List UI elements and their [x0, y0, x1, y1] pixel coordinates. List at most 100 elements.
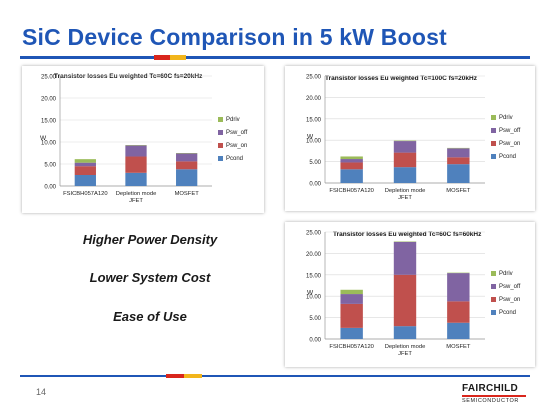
- bar-pcond-fsicbh057a120: [340, 327, 363, 339]
- x-tick-label: FSICBH057A120: [63, 191, 107, 197]
- x-tick-label: MOSFET: [446, 344, 471, 350]
- legend-label-psw-off: Psw_off: [226, 130, 248, 136]
- footer-accent-yellow: [184, 374, 202, 378]
- y-tick-label: 0.00: [309, 338, 321, 344]
- legend-swatch-pdriv: [491, 115, 496, 120]
- bullet-higher-power-density: Higher Power Density: [82, 232, 218, 247]
- y-tick-label: 10.00: [306, 295, 322, 301]
- y-tick-label: 0.00: [44, 185, 56, 191]
- legend-label-psw-on: Psw_on: [226, 143, 247, 149]
- bar-pcond-fsicbh057a120: [74, 175, 96, 186]
- bar-psw-off-depletion-mode-jfet: [393, 141, 417, 153]
- bar-pdriv-fsicbh057a120: [340, 156, 363, 160]
- y-tick-label: 25.00: [306, 75, 322, 81]
- legend-label-pdriv: Pdriv: [499, 271, 513, 277]
- legend-swatch-psw-on: [491, 297, 496, 302]
- bar-pcond-fsicbh057a120: [340, 169, 363, 183]
- legend-label-psw-on: Psw_on: [499, 141, 520, 147]
- bar-psw-off-mosfet: [176, 153, 198, 162]
- x-tick-label: Depletion mode: [116, 191, 157, 197]
- legend-swatch-psw-on: [218, 143, 223, 148]
- x-tick-label: Depletion mode: [385, 188, 426, 194]
- legend-swatch-psw-off: [218, 130, 223, 135]
- y-tick-label: 5.00: [309, 160, 321, 166]
- y-axis-label: W: [40, 135, 47, 142]
- bar-psw-off-depletion-mode-jfet: [393, 241, 417, 275]
- bar-psw-off-fsicbh057a120: [340, 294, 363, 304]
- legend-swatch-pcond: [491, 310, 496, 315]
- y-tick-label: 10.00: [306, 139, 322, 145]
- legend-swatch-pdriv: [218, 117, 223, 122]
- x-tick-label: MOSFET: [446, 188, 471, 194]
- bar-psw-off-fsicbh057a120: [340, 159, 363, 163]
- bar-pcond-depletion-mode-jfet: [125, 172, 147, 186]
- y-tick-label: 5.00: [309, 316, 321, 322]
- y-tick-label: 20.00: [306, 96, 322, 102]
- bar-pcond-mosfet: [176, 169, 198, 186]
- chart-title: Transistor losses Eu weighted Tc=60C fs=…: [333, 231, 482, 238]
- legend-label-psw-on: Psw_on: [499, 297, 520, 303]
- legend-label-pcond: Pcond: [499, 154, 516, 160]
- bar-psw-on-depletion-mode-jfet: [393, 274, 417, 327]
- slide-title: SiC Device Comparison in 5 kW Boost: [22, 24, 447, 50]
- chart-panel-2: Transistor losses Eu weighted Tc=100C fs…: [285, 66, 535, 211]
- legend-swatch-psw-off: [491, 284, 496, 289]
- legend-label-pcond: Pcond: [226, 156, 243, 162]
- chart-panel-1: Transistor losses Eu weighted Tc=60C fs=…: [22, 66, 264, 213]
- chart-2: Transistor losses Eu weighted Tc=100C fs…: [306, 75, 521, 202]
- legend-swatch-pcond: [218, 156, 223, 161]
- legend-label-psw-off: Psw_off: [499, 284, 521, 290]
- legend-swatch-psw-off: [491, 128, 496, 133]
- y-tick-label: 15.00: [306, 273, 322, 279]
- y-tick-label: 5.00: [44, 163, 56, 169]
- bar-psw-on-mosfet: [447, 301, 470, 323]
- logo-sub-text: SEMICONDUCTOR: [462, 398, 519, 404]
- y-tick-label: 20.00: [41, 97, 57, 103]
- title-rule: [20, 56, 530, 59]
- chart-title: Transistor losses Eu weighted Tc=100C fs…: [325, 75, 478, 82]
- bullet-lower-system-cost: Lower System Cost: [89, 270, 211, 285]
- legend-label-psw-off: Psw_off: [499, 128, 521, 134]
- bar-pcond-depletion-mode-jfet: [393, 167, 417, 183]
- logo-main-text: FAIRCHILD: [462, 383, 519, 394]
- title-accent-red: [154, 55, 170, 60]
- title-accent-yellow: [170, 55, 186, 60]
- bar-pcond-depletion-mode-jfet: [393, 326, 417, 339]
- footer-rule: [20, 375, 530, 377]
- x-tick-label: JFET: [129, 198, 143, 204]
- bar-psw-off-fsicbh057a120: [74, 162, 96, 167]
- y-tick-label: 25.00: [306, 231, 322, 237]
- y-axis-label: W: [307, 133, 314, 140]
- y-tick-label: 0.00: [309, 182, 321, 188]
- footer-accent-red: [166, 374, 184, 378]
- bar-psw-on-fsicbh057a120: [340, 162, 363, 170]
- x-tick-label: FSICBH057A120: [329, 188, 373, 194]
- y-axis-label: W: [307, 289, 314, 296]
- y-tick-label: 15.00: [41, 119, 57, 125]
- bar-psw-on-mosfet: [176, 161, 198, 170]
- legend-swatch-pcond: [491, 154, 496, 159]
- x-tick-label: Depletion mode: [385, 344, 426, 350]
- bar-pdriv-fsicbh057a120: [340, 289, 363, 295]
- chart-title: Transistor losses Eu weighted Tc=60C fs=…: [54, 73, 203, 80]
- bar-psw-off-depletion-mode-jfet: [125, 145, 147, 157]
- y-tick-label: 10.00: [41, 141, 57, 147]
- chart-3: Transistor losses Eu weighted Tc=60C fs=…: [306, 231, 521, 358]
- y-tick-label: 20.00: [306, 252, 322, 258]
- x-tick-label: MOSFET: [175, 191, 200, 197]
- bar-psw-on-depletion-mode-jfet: [393, 152, 417, 168]
- legend-swatch-psw-on: [491, 141, 496, 146]
- page-number: 14: [36, 387, 47, 397]
- bar-pdriv-fsicbh057a120: [74, 159, 96, 163]
- bar-pcond-mosfet: [447, 322, 470, 339]
- legend-label-pdriv: Pdriv: [499, 115, 513, 121]
- legend-swatch-pdriv: [491, 271, 496, 276]
- logo-red-bar: [462, 395, 526, 397]
- bar-psw-on-fsicbh057a120: [340, 303, 363, 328]
- bar-psw-on-depletion-mode-jfet: [125, 156, 147, 173]
- x-tick-label: JFET: [398, 351, 412, 357]
- chart-panel-3: Transistor losses Eu weighted Tc=60C fs=…: [285, 222, 535, 367]
- bar-psw-on-mosfet: [447, 157, 470, 165]
- legend-label-pcond: Pcond: [499, 310, 516, 316]
- bar-psw-off-mosfet: [447, 273, 470, 302]
